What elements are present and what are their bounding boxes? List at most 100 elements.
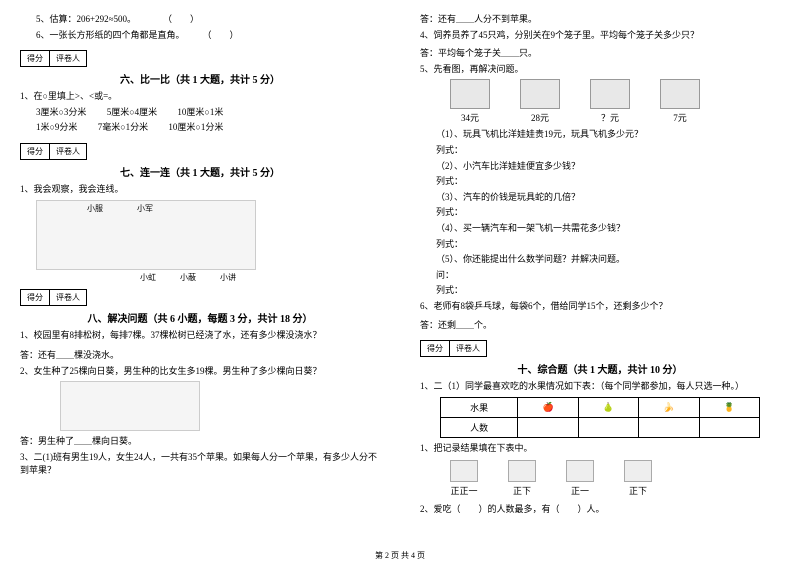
table-row: 人数 bbox=[441, 417, 760, 437]
pineapple-icon bbox=[624, 460, 652, 482]
snake-price: 7元 bbox=[660, 111, 700, 124]
s8q5-5: （5）、你还能提出什么数学问题？并解决问题。 bbox=[420, 253, 780, 266]
s8a2: 答：男生种了＿＿棵向日葵。 bbox=[20, 435, 380, 448]
s8a4: 答：平均每个笼子关＿＿只。 bbox=[420, 47, 780, 60]
connect-bottom-labels: 小虹 小蔽 小讲 bbox=[20, 272, 380, 283]
lieshi1: 列式： bbox=[420, 144, 780, 157]
cell bbox=[639, 417, 699, 437]
grader-label: 评卷人 bbox=[50, 144, 86, 159]
connect-figure: 小服 小军 bbox=[36, 200, 256, 270]
s10q2: 2、爱吃（ ）的人数最多，有（ ）人。 bbox=[420, 503, 780, 516]
s6r2b: 7毫米○1分米 bbox=[98, 122, 148, 132]
grader-label: 评卷人 bbox=[50, 51, 86, 66]
s8q5-4: （4）、买一辆汽车和一架飞机一共需花多少钱？ bbox=[420, 222, 780, 235]
score-label: 得分 bbox=[21, 51, 50, 66]
count-header: 人数 bbox=[441, 417, 518, 437]
banana-icon bbox=[566, 460, 594, 482]
doll-price: 34元 bbox=[450, 111, 490, 124]
s8q4: 4、饲养员养了45只鸡，分别关在9个笼子里。平均每个笼子关多少只？ bbox=[420, 29, 780, 42]
fruit-pineapple-icon: 🍍 bbox=[699, 397, 759, 417]
tally-b: 正下 bbox=[508, 484, 536, 497]
lbl-e: 小讲 bbox=[220, 272, 236, 283]
price-figures: 34元 28元 ？元 7元 bbox=[420, 79, 780, 124]
s10p1: 1、二（1）同学最喜欢吃的水果情况如下表：（每个同学都参加，每人只选一种。） bbox=[420, 380, 780, 393]
tally-apple: 正正一 bbox=[450, 460, 478, 497]
doll-icon bbox=[450, 79, 490, 109]
score-label: 得分 bbox=[21, 144, 50, 159]
car-icon bbox=[520, 79, 560, 109]
cell bbox=[699, 417, 759, 437]
lbl-a: 小服 bbox=[87, 203, 103, 214]
s6r2a: 1米○9分米 bbox=[36, 122, 77, 132]
s8q2: 2、女生种了25棵向日葵，男生种的比女生多19棵。男生种了多少棵向日葵？ bbox=[20, 365, 380, 378]
table-row: 水果 🍎 🍐 🍌 🍍 bbox=[441, 397, 760, 417]
lbl-d: 小蔽 bbox=[180, 272, 196, 283]
lieshi2: 列式： bbox=[420, 175, 780, 188]
car-price: 28元 bbox=[520, 111, 560, 124]
apple-icon bbox=[450, 460, 478, 482]
tally-pear: 正下 bbox=[508, 460, 536, 497]
lbl-b: 小军 bbox=[137, 203, 153, 214]
fruit-apple-icon: 🍎 bbox=[518, 397, 578, 417]
page-footer: 第 2 页 共 4 页 bbox=[0, 550, 800, 561]
lieshi5: 列式： bbox=[420, 284, 780, 297]
grader-label: 评卷人 bbox=[50, 290, 86, 305]
s8q6: 6、老师有8袋乒乓球，每袋6个，借给同学15个，还剩多少个？ bbox=[420, 300, 780, 313]
s8a6: 答：还剩＿＿个。 bbox=[420, 319, 780, 332]
s7-prompt: 1、我会观察，我会连线。 bbox=[20, 183, 380, 196]
section-6-title: 六、比一比（共 1 大题，共计 5 分） bbox=[20, 71, 380, 86]
s8q5-2: （2）、小汽车比洋娃娃便宜多少钱？ bbox=[420, 160, 780, 173]
snake-icon bbox=[660, 79, 700, 109]
fruit-pear-icon: 🍐 bbox=[578, 397, 638, 417]
score-label: 得分 bbox=[421, 341, 450, 356]
s6r1b: 5厘米○4厘米 bbox=[107, 107, 157, 117]
fruit-banana-icon: 🍌 bbox=[639, 397, 699, 417]
tally-d: 正下 bbox=[624, 484, 652, 497]
score-box-6: 得分 评卷人 bbox=[20, 50, 87, 67]
s8q5-3: （3）、汽车的价钱是玩具蛇的几倍？ bbox=[420, 191, 780, 204]
cell bbox=[518, 417, 578, 437]
tally-pineapple: 正下 bbox=[624, 460, 652, 497]
s8q5: 5、先看图，再解决问题。 bbox=[420, 63, 780, 76]
tally-row: 正正一 正下 正一 正下 bbox=[420, 460, 780, 497]
section-10-title: 十、综合题（共 1 大题，共计 10 分） bbox=[420, 361, 780, 376]
s8q1: 1、校园里有8排松树，每排7棵。37棵松树已经浇了水，还有多少棵没浇水？ bbox=[20, 329, 380, 342]
score-box-10: 得分 评卷人 bbox=[420, 340, 487, 357]
car-item: 28元 bbox=[520, 79, 560, 124]
fruit-header: 水果 bbox=[441, 397, 518, 417]
s8a3: 答：还有＿＿人分不到苹果。 bbox=[420, 13, 780, 26]
score-box-8: 得分 评卷人 bbox=[20, 289, 87, 306]
score-box-7: 得分 评卷人 bbox=[20, 143, 87, 160]
s6-row1: 3厘米○3分米 5厘米○4厘米 10厘米○1米 bbox=[20, 106, 380, 119]
doll-item: 34元 bbox=[450, 79, 490, 124]
s8q3: 3、二(1)班有男生19人，女生24人，一共有35个苹果。如果每人分一个苹果，有… bbox=[20, 451, 380, 476]
grader-label: 评卷人 bbox=[450, 341, 486, 356]
section-8-title: 八、解决问题（共 6 小题，每题 3 分，共计 18 分） bbox=[20, 310, 380, 325]
tally-a: 正正一 bbox=[450, 484, 478, 497]
s6r1c: 10厘米○1米 bbox=[177, 107, 223, 117]
plane-price: ？元 bbox=[590, 111, 630, 124]
s8q5-1: （1）、玩具飞机比洋娃娃贵19元，玩具飞机多少元？ bbox=[420, 128, 780, 141]
tally-banana: 正一 bbox=[566, 460, 594, 497]
snake-item: 7元 bbox=[660, 79, 700, 124]
plane-icon bbox=[590, 79, 630, 109]
s10q1: 1、把记录结果填在下表中。 bbox=[420, 442, 780, 455]
fruit-table: 水果 🍎 🍐 🍌 🍍 人数 bbox=[440, 397, 760, 438]
pear-icon bbox=[508, 460, 536, 482]
s6r1a: 3厘米○3分米 bbox=[36, 107, 86, 117]
q6-text: 6、一张长方形纸的四个角都是直角。 （ ） bbox=[20, 29, 380, 42]
s6r2c: 10厘米○1分米 bbox=[168, 122, 223, 132]
score-label: 得分 bbox=[21, 290, 50, 305]
s6-row2: 1米○9分米 7毫米○1分米 10厘米○1分米 bbox=[20, 121, 380, 134]
lieshi4: 列式： bbox=[420, 238, 780, 251]
flower-figure bbox=[60, 381, 200, 431]
section-7-title: 七、连一连（共 1 大题，共计 5 分） bbox=[20, 164, 380, 179]
s6-prompt: 1、在○里填上>、<或=。 bbox=[20, 90, 380, 103]
tally-c: 正一 bbox=[566, 484, 594, 497]
q5-text: 5、估算：206+292≈500。 （ ） bbox=[20, 13, 380, 26]
wen: 问： bbox=[420, 269, 780, 282]
plane-item: ？元 bbox=[590, 79, 630, 124]
lbl-c: 小虹 bbox=[140, 272, 156, 283]
lieshi3: 列式： bbox=[420, 206, 780, 219]
s8a1: 答：还有＿＿棵没浇水。 bbox=[20, 349, 380, 362]
